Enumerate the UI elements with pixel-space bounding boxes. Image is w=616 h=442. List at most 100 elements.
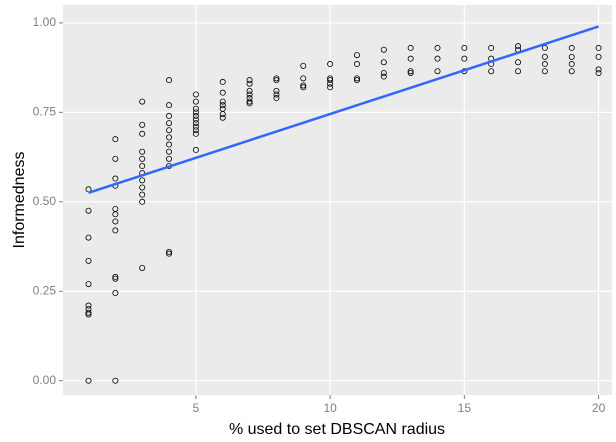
- point: [407, 68, 414, 75]
- point: [219, 114, 226, 121]
- point: [139, 163, 146, 170]
- point: [541, 53, 548, 60]
- point: [139, 121, 146, 128]
- point: [219, 98, 226, 105]
- point: [192, 123, 199, 130]
- y-tick-label: 0.25: [33, 283, 57, 297]
- point: [541, 44, 548, 51]
- point: [166, 134, 173, 141]
- point: [139, 148, 146, 155]
- point: [112, 227, 119, 234]
- point: [192, 112, 199, 119]
- point: [192, 120, 199, 127]
- point: [192, 116, 199, 123]
- point: [246, 87, 253, 94]
- point: [273, 87, 280, 94]
- point: [112, 377, 119, 384]
- point: [85, 302, 92, 309]
- point: [139, 198, 146, 205]
- point: [139, 177, 146, 184]
- point: [488, 68, 495, 75]
- point: [219, 102, 226, 109]
- point: [166, 77, 173, 84]
- point: [380, 46, 387, 53]
- point: [300, 62, 307, 69]
- point: [300, 82, 307, 89]
- point: [327, 61, 334, 68]
- point: [219, 89, 226, 96]
- x-tick-label: 20: [592, 401, 606, 415]
- point: [219, 111, 226, 118]
- point: [434, 44, 441, 51]
- point: [112, 136, 119, 143]
- point: [327, 80, 334, 87]
- point: [192, 146, 199, 153]
- y-tick-label: 0.00: [33, 373, 57, 387]
- point: [488, 44, 495, 51]
- point: [85, 257, 92, 264]
- point: [112, 273, 119, 280]
- point: [246, 98, 253, 105]
- y-axis-title: Informedness: [11, 152, 28, 249]
- point: [192, 130, 199, 137]
- point: [166, 248, 173, 255]
- y-tick-label: 0.75: [33, 105, 57, 119]
- point: [434, 68, 441, 75]
- point: [192, 109, 199, 116]
- point: [273, 95, 280, 102]
- point: [139, 98, 146, 105]
- point: [541, 68, 548, 75]
- point: [461, 44, 468, 51]
- point: [353, 61, 360, 68]
- x-tick-label: 15: [458, 401, 472, 415]
- point: [327, 77, 334, 84]
- point: [246, 77, 253, 84]
- point: [568, 53, 575, 60]
- point: [166, 141, 173, 148]
- point: [139, 130, 146, 137]
- point: [407, 55, 414, 62]
- point: [166, 250, 173, 257]
- point: [192, 91, 199, 98]
- point: [192, 105, 199, 112]
- point: [461, 55, 468, 62]
- point: [407, 44, 414, 51]
- point: [568, 61, 575, 68]
- point: [139, 155, 146, 162]
- x-tick-label: 10: [323, 401, 337, 415]
- point: [568, 44, 575, 51]
- point: [166, 102, 173, 109]
- point: [595, 53, 602, 60]
- point: [85, 234, 92, 241]
- point: [112, 211, 119, 218]
- point: [380, 73, 387, 80]
- point: [595, 66, 602, 73]
- point: [353, 75, 360, 82]
- point: [85, 377, 92, 384]
- point: [515, 68, 522, 75]
- point: [166, 155, 173, 162]
- point: [112, 218, 119, 225]
- point: [219, 78, 226, 85]
- point: [192, 98, 199, 105]
- y-tick-label: 1.00: [33, 15, 57, 29]
- point: [246, 80, 253, 87]
- point: [246, 100, 253, 107]
- point: [273, 77, 280, 84]
- point: [85, 311, 92, 318]
- point: [112, 175, 119, 182]
- point: [112, 290, 119, 297]
- point: [380, 59, 387, 66]
- point: [139, 184, 146, 191]
- point: [568, 68, 575, 75]
- point: [192, 127, 199, 134]
- point: [139, 264, 146, 271]
- point: [85, 281, 92, 288]
- point: [595, 69, 602, 76]
- point: [85, 309, 92, 316]
- point: [407, 69, 414, 76]
- point: [300, 84, 307, 91]
- point: [112, 275, 119, 282]
- x-tick-label: 5: [193, 401, 200, 415]
